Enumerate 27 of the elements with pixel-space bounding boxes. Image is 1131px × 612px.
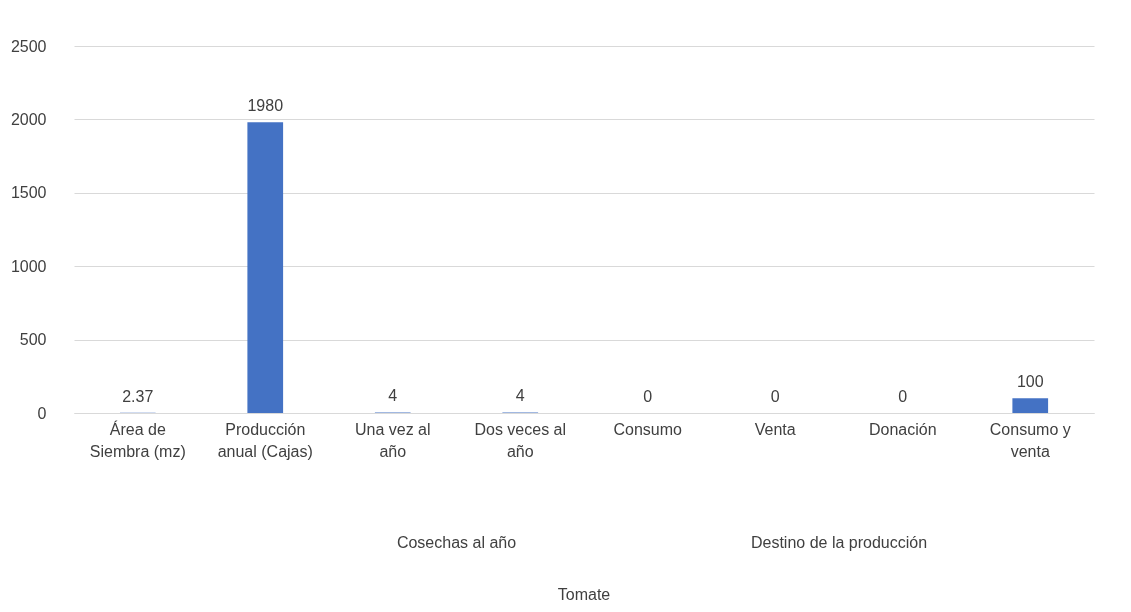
x-tick-label: Área de Siembra (mz) [89,419,186,460]
x-tick-label: Una vez al año [354,420,431,460]
x-tick-label: Venta [754,420,796,438]
y-tick-label: 0 [37,404,47,422]
text: Destino de la producción [750,534,928,551]
data-label: 2.37 [122,387,154,405]
data-label: 0 [898,388,908,405]
data-label: 1980 [247,97,284,115]
data-label: 0 [643,388,653,405]
y-tick-label: 500 [19,331,47,349]
y-tick-label: 1500 [10,184,47,202]
x-tick-label: Consumo [613,420,683,438]
data-label: 0 [770,388,780,405]
text: Cosechas al año [396,534,517,551]
data-label: 100 [1016,373,1044,391]
bar [247,122,284,413]
x-tick-label: Donación [868,420,937,438]
y-tick-label: 1000 [10,257,47,275]
y-tick-label: 2500 [10,37,47,55]
text: Tomate [557,586,611,603]
x-tick-label: Dos veces al año [474,420,567,460]
data-label: 4 [388,387,398,405]
x-tick-label: Consumo y venta [989,420,1071,460]
bar [1012,398,1049,413]
y-tick-label: 2000 [10,110,47,128]
data-label: 4 [515,387,525,405]
x-tick-label: Producción anual (Cajas) [217,420,313,460]
